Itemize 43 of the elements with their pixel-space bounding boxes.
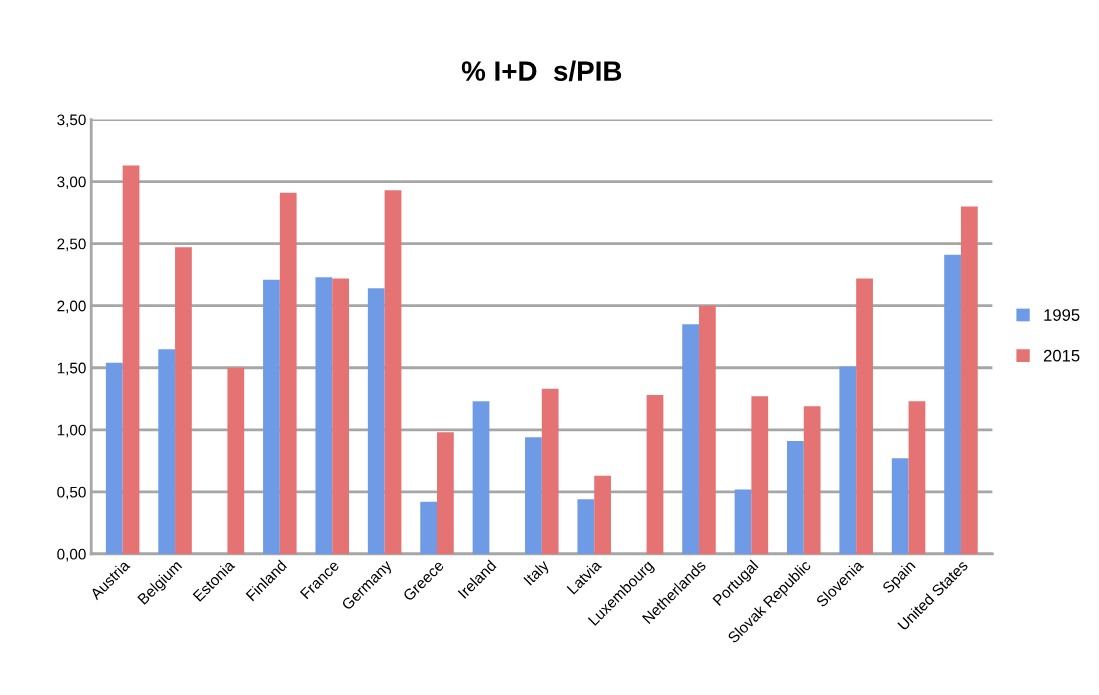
bar <box>891 458 909 554</box>
y-tick-label: 3,00 <box>57 176 86 190</box>
bar <box>263 279 280 554</box>
legend-label: 2015 <box>1043 349 1080 362</box>
bar <box>420 501 438 554</box>
chart-title: % I+D s/PIB <box>461 60 622 82</box>
bar <box>227 367 245 554</box>
y-tick-label: 2,00 <box>57 300 86 314</box>
bar <box>944 254 961 554</box>
y-tick-label: 0,00 <box>57 548 86 562</box>
bar <box>332 278 349 554</box>
bar <box>734 489 752 554</box>
bar <box>175 247 192 554</box>
bar <box>646 395 664 554</box>
bar <box>577 499 595 554</box>
x-tick-label: Italy <box>522 558 552 588</box>
bar <box>751 396 769 554</box>
bar <box>698 305 716 554</box>
bar <box>839 366 857 554</box>
y-tick-label: 0,50 <box>57 486 86 500</box>
y-tick-label: 1,50 <box>57 362 86 376</box>
y-tick-label: 1,00 <box>57 424 86 438</box>
bar <box>279 192 297 554</box>
bar <box>437 432 454 554</box>
bar <box>122 165 140 554</box>
bar <box>472 401 490 554</box>
bar <box>594 475 611 554</box>
y-tick-label: 3,50 <box>57 114 86 128</box>
bar <box>315 277 333 554</box>
bar <box>908 401 926 554</box>
bar <box>541 388 559 554</box>
bar <box>803 406 821 554</box>
bar <box>525 437 542 554</box>
bar <box>105 362 123 554</box>
bar <box>787 440 804 554</box>
bar <box>682 324 699 554</box>
bar <box>960 206 978 554</box>
bar <box>158 349 176 554</box>
bar <box>367 288 385 554</box>
bar <box>384 190 402 554</box>
y-tick-label: 2,50 <box>57 238 86 252</box>
legend-label: 1995 <box>1044 309 1080 321</box>
bar <box>856 278 873 554</box>
